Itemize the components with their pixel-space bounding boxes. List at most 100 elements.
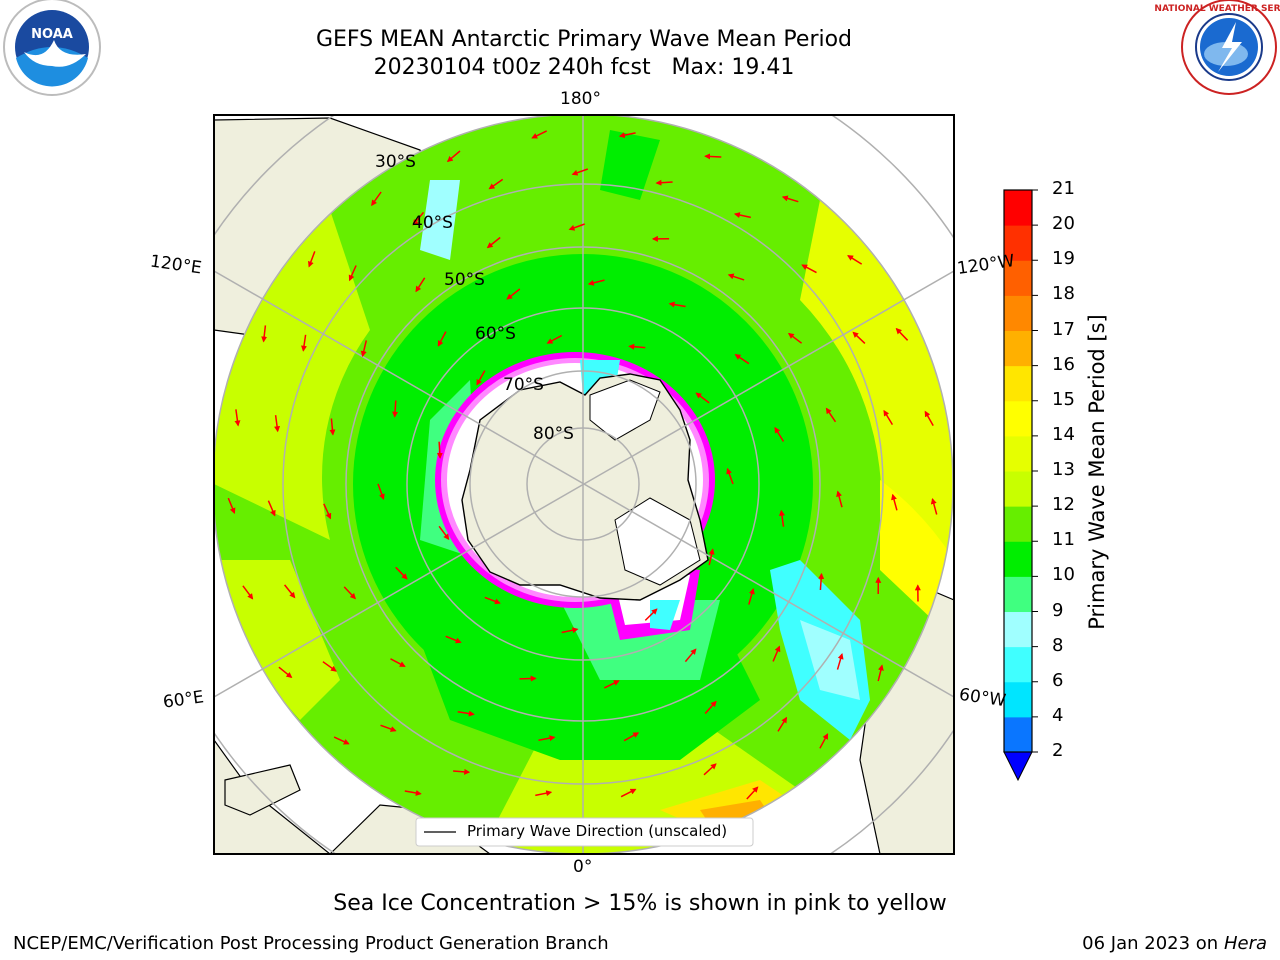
wave-direction-arrow [571, 168, 589, 176]
map-panel [214, 115, 954, 854]
wave-direction-arrow [519, 675, 537, 682]
wave-direction-arrow [278, 666, 293, 679]
wave-direction-arrow [380, 724, 397, 732]
colorbar-segment [1004, 681, 1032, 718]
wave-direction-arrow [323, 503, 332, 520]
noaa-logo: NOAA [3, 0, 101, 96]
wave-direction-arrow [371, 191, 382, 207]
wave-direction-arrow [836, 653, 844, 670]
land-madagascar [224, 764, 301, 816]
wave-direction-arrow [587, 279, 605, 286]
lat-label-70s: 70°S [503, 375, 544, 395]
colorbar-segment [1004, 435, 1032, 472]
wave-direction-arrow [546, 334, 563, 344]
wave-direction-arrow [734, 354, 750, 365]
wave-direction-arrow [748, 588, 755, 605]
wave-direction-arrow [726, 467, 734, 485]
colorbar-segment [1004, 576, 1032, 613]
wave-direction-arrow [781, 195, 799, 203]
colorbar-tick-label: 11 [1052, 529, 1075, 551]
colorbar-segment [1004, 260, 1032, 296]
wave-direction-arrow [301, 334, 307, 352]
wave-direction-arrow [506, 288, 521, 300]
colorbar-tick-label: 18 [1052, 283, 1075, 305]
wave-direction-arrow [484, 596, 501, 605]
wave-direction-arrow [727, 273, 745, 281]
wave-direction-arrow [684, 648, 697, 663]
wave-direction-arrow [620, 788, 637, 798]
wave-direction-arrow [242, 585, 254, 600]
colorbar-segment [1004, 190, 1032, 226]
wave-direction-arrow [818, 572, 825, 591]
colorbar-segment [1004, 330, 1032, 367]
wave-direction-arrow [568, 223, 585, 231]
wave-direction-arrow [655, 179, 673, 186]
wave-direction-arrow [348, 265, 357, 282]
wave-direction-arrow [267, 500, 276, 517]
colorbar-segment [1004, 225, 1032, 261]
colorbar-tick-label: 13 [1052, 459, 1075, 480]
land-africa [214, 738, 331, 854]
weddell-ice-shelf [614, 497, 701, 586]
colorbar-segment [1004, 646, 1032, 683]
colorbar-tick-label: 14 [1052, 423, 1075, 445]
footer-host: Hera [1223, 933, 1267, 954]
colorbar-tick-label: 21 [1052, 178, 1075, 199]
lat-label-30s: 30°S [375, 152, 416, 172]
wave-direction-arrow [883, 409, 894, 425]
wave-direction-arrow [488, 178, 504, 190]
nws-logo: NATIONAL WEATHER SERVICE [1154, 0, 1280, 95]
lat-label-40s: 40°S [412, 213, 453, 233]
wave-direction-arrow [778, 509, 785, 527]
wave-direction-arrow [395, 566, 408, 580]
wave-direction-arrow [284, 584, 296, 599]
lat-label-80s: 80°S [533, 424, 574, 444]
colorbar-segment [1004, 471, 1032, 507]
colorbar-tick-label: 2 [1052, 740, 1064, 761]
wave-direction-arrow [308, 251, 316, 268]
colorbar-tick-label: 6 [1052, 669, 1064, 691]
colorbar-tick-label: 8 [1052, 634, 1064, 656]
wave-direction-arrow [801, 264, 817, 274]
colorbar-tick-label: 16 [1052, 353, 1075, 375]
colorbar-extend-arrow [1003, 751, 1033, 782]
wave-direction-arrow [445, 635, 462, 644]
wave-direction-arrow [704, 700, 717, 715]
map-frame [213, 114, 955, 855]
wave-direction-arrow [819, 733, 829, 749]
wave-direction-arrow [457, 710, 475, 717]
colorbar-tick-label: 15 [1052, 388, 1075, 410]
wave-direction-arrow [274, 415, 281, 433]
wave-direction-arrow [746, 786, 759, 800]
wave-direction-arrow [618, 132, 636, 139]
footer-date: 06 Jan 2023 on Hera [1082, 933, 1267, 954]
colorbar-segment [1004, 506, 1032, 542]
wave-direction-arrow [628, 343, 646, 350]
wave-direction-arrow [733, 212, 751, 219]
colorbar-label: Primary Wave Mean Period [s] [1085, 314, 1109, 630]
wave-direction-arrow [703, 763, 717, 776]
wave-direction-arrow [836, 490, 843, 508]
wave-direction-arrow [415, 277, 426, 293]
wave-direction-arrow [234, 409, 241, 427]
wave-direction-arrow [531, 130, 548, 139]
wave-direction-arrow [561, 627, 579, 634]
colorbar-tick-label: 10 [1052, 564, 1075, 586]
colorbar-segment [1004, 365, 1032, 402]
wave-direction-arrow [390, 658, 406, 667]
colorbar-tick-label: 4 [1052, 704, 1064, 726]
wave-direction-arrow [438, 525, 450, 541]
colorbar-tick-label: 12 [1052, 494, 1075, 516]
colorbar [1003, 189, 1038, 782]
wave-direction-arrow [377, 483, 385, 501]
wave-direction-arrow [437, 331, 447, 347]
svg-text:NATIONAL WEATHER SERVICE: NATIONAL WEATHER SERVICE [1154, 4, 1280, 14]
wave-direction-arrow [825, 407, 837, 423]
wave-direction-arrow [895, 327, 909, 341]
wave-direction-arrow [930, 497, 938, 515]
wave-direction-arrow [787, 332, 803, 344]
wave-direction-arrow [535, 790, 553, 797]
wave-direction-arrow [708, 548, 715, 566]
wave-direction-arrow [891, 493, 898, 511]
wave-direction-arrow [538, 735, 556, 742]
